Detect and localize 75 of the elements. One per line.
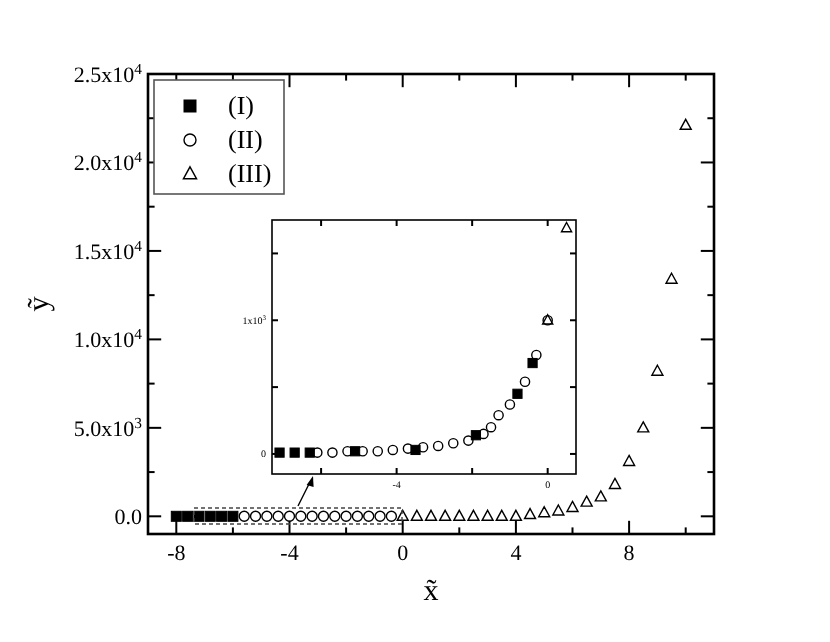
point	[566, 500, 579, 513]
point	[493, 409, 504, 421]
point	[523, 507, 537, 520]
point	[478, 428, 489, 440]
point	[374, 510, 386, 523]
point	[637, 421, 650, 433]
point	[527, 357, 538, 369]
point	[238, 510, 250, 523]
x-tick-label: 0	[397, 542, 410, 566]
point	[519, 376, 531, 388]
point	[531, 349, 542, 361]
point	[204, 510, 216, 522]
point	[385, 510, 398, 523]
point	[193, 510, 205, 522]
point	[372, 445, 384, 457]
point	[453, 509, 466, 522]
point	[396, 509, 409, 522]
point	[447, 437, 459, 449]
point	[608, 477, 622, 490]
point	[538, 506, 551, 518]
x-tick-label: -8	[167, 542, 187, 566]
point	[182, 510, 194, 522]
y-tick-label: 5.0x10$^{3}$	[73, 412, 143, 442]
point	[665, 272, 678, 284]
point	[485, 421, 497, 433]
point	[272, 510, 284, 523]
point	[509, 509, 523, 522]
point	[651, 364, 664, 376]
point	[463, 435, 474, 446]
y-tick-label: 2.5x10$^{4}$	[73, 58, 143, 88]
point	[387, 444, 399, 456]
point	[283, 510, 296, 523]
point	[261, 510, 273, 523]
legend-label: (II)	[228, 124, 263, 154]
point	[317, 510, 330, 523]
point	[295, 510, 307, 523]
x-tick-label: 4	[510, 542, 523, 566]
point	[622, 454, 636, 467]
point	[170, 510, 182, 522]
point	[340, 510, 352, 523]
y-tick-label: 2.0x10$^{4}$	[73, 147, 143, 177]
point	[560, 221, 573, 233]
point	[410, 509, 424, 522]
x-tick-label: -4	[280, 542, 300, 566]
point	[552, 504, 565, 516]
point	[227, 510, 239, 522]
point	[467, 509, 480, 522]
point	[512, 388, 523, 399]
legend-label: (I)	[228, 90, 254, 120]
point	[495, 509, 508, 522]
point	[249, 510, 262, 523]
point	[438, 509, 452, 522]
legend-label: (III)	[228, 158, 272, 188]
point	[327, 447, 338, 458]
point	[274, 447, 285, 458]
point	[216, 510, 228, 522]
point	[351, 510, 364, 523]
point	[580, 495, 593, 507]
x-axis-title: x̃	[423, 576, 440, 608]
point	[504, 399, 516, 410]
y-tick-label: 1.0x10$^{4}$	[73, 324, 143, 354]
point	[594, 490, 607, 502]
point	[363, 510, 375, 523]
y-tick-label: 1.5x10$^{4}$	[73, 235, 143, 265]
point	[289, 447, 300, 458]
point	[424, 509, 438, 522]
point	[679, 118, 692, 131]
point	[306, 510, 318, 523]
point	[481, 509, 494, 522]
y-tick-label: 0.0	[114, 506, 143, 531]
x-tick-label: 8	[623, 542, 636, 566]
y-axis-title: ỹ	[24, 295, 56, 312]
point	[432, 440, 444, 452]
point	[329, 510, 341, 523]
point	[417, 441, 429, 453]
